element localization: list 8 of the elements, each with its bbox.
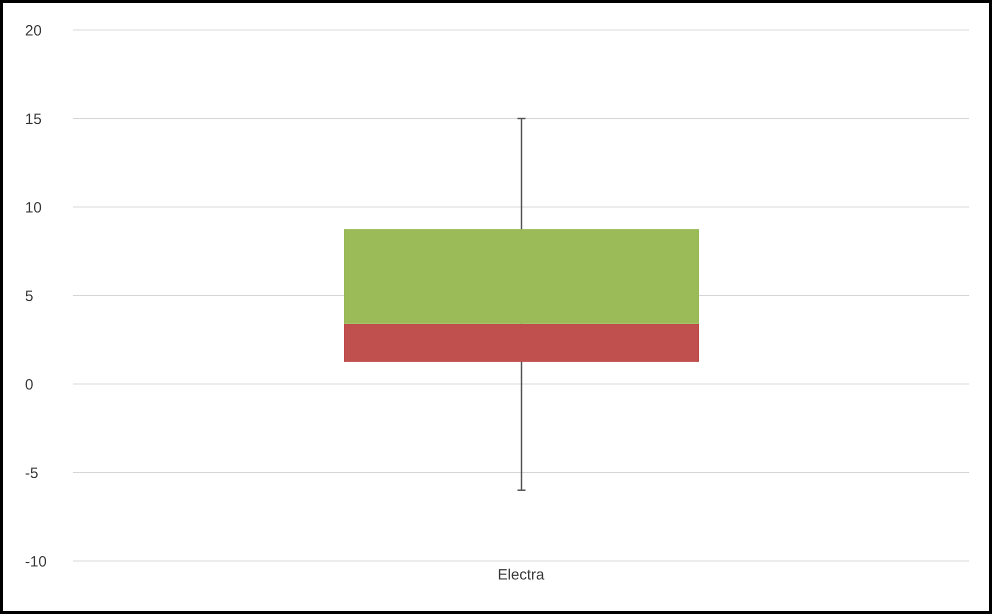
- y-tick-label: -10: [25, 553, 47, 570]
- y-tick-label: 5: [25, 288, 34, 305]
- y-tick-label: 0: [25, 376, 34, 394]
- y-tick-label: -5: [25, 464, 38, 482]
- y-tick-label: 20: [25, 22, 42, 40]
- x-tick-label: Electra: [498, 566, 545, 584]
- y-tick-label: 15: [25, 110, 42, 128]
- y-tick-label: 10: [25, 199, 42, 216]
